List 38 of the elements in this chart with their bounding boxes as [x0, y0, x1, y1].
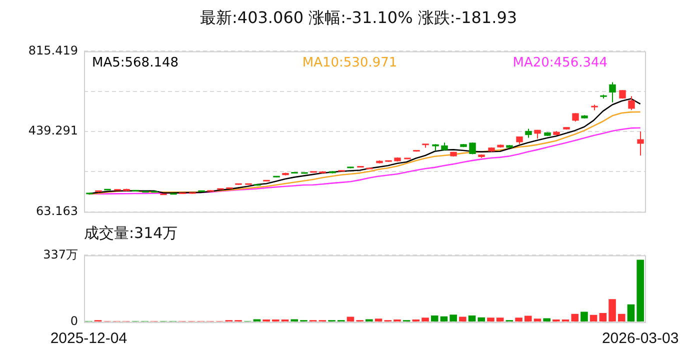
bar	[478, 317, 486, 322]
bar	[627, 304, 635, 322]
bar	[608, 299, 616, 322]
bar	[599, 313, 607, 322]
y-tick-label: 439.291	[28, 124, 78, 138]
chart-title: 最新:403.060 涨幅:-31.10% 涨跌:-181.93	[200, 8, 518, 29]
bar	[580, 312, 588, 322]
bar	[450, 314, 457, 322]
bar	[459, 316, 466, 322]
bar	[636, 260, 644, 322]
candlestick	[628, 96, 635, 110]
y-tick-label: 0	[70, 314, 78, 328]
y-tick-label: 337万	[43, 247, 78, 262]
bar	[571, 314, 579, 322]
bar	[543, 318, 550, 322]
bar	[468, 316, 476, 322]
bar	[430, 316, 438, 322]
text: MA5:568.148	[92, 56, 179, 71]
bar	[346, 316, 354, 322]
text: MA10:530.971	[302, 56, 398, 71]
text: MA20:456.344	[512, 56, 608, 71]
candlestick	[637, 131, 644, 156]
bar	[374, 318, 382, 322]
y-tick-label: 63.163	[36, 204, 78, 218]
bar	[524, 316, 532, 322]
bar	[487, 318, 494, 322]
bar	[496, 318, 504, 322]
bar	[440, 316, 448, 322]
bar	[515, 318, 522, 322]
bar	[590, 314, 598, 322]
chart-title: 成交量:314万	[84, 224, 178, 243]
bar	[618, 314, 626, 322]
y-tick-label: 815.419	[28, 43, 78, 58]
x-tick-label: 2025-12-04	[50, 330, 128, 348]
bar	[534, 318, 542, 322]
bar	[422, 318, 429, 322]
candlestick	[609, 82, 616, 103]
x-tick-label: 2026-03-03	[602, 330, 679, 348]
